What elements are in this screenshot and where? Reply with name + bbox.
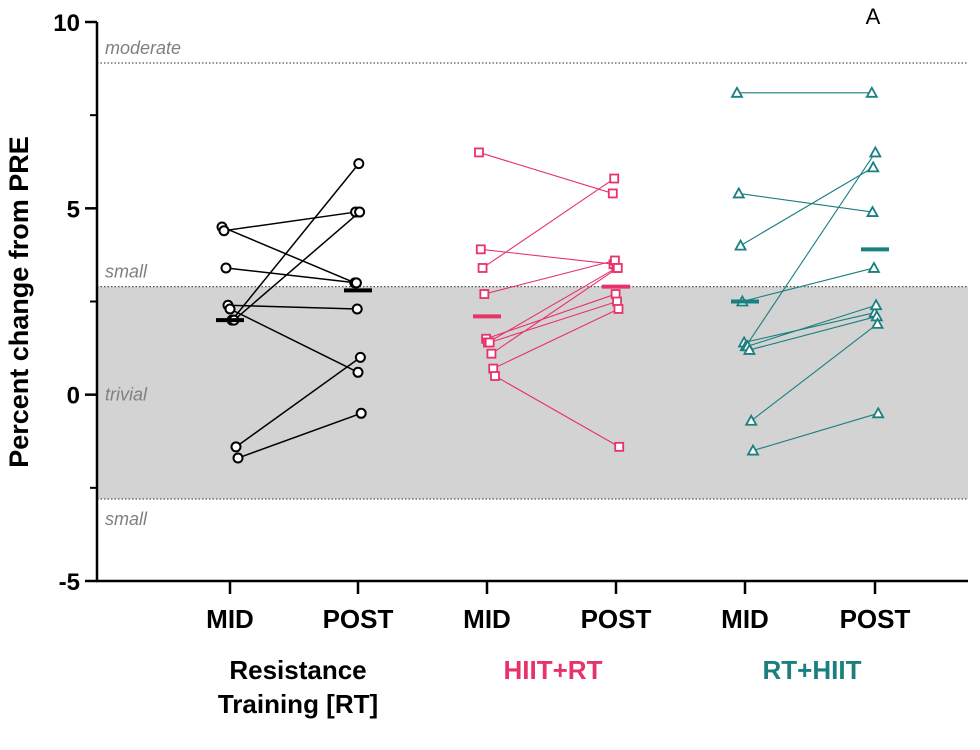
- post-point: [865, 85, 879, 98]
- mid-point: [730, 85, 744, 98]
- pair-line: [231, 163, 360, 321]
- post-point: [355, 407, 367, 419]
- mid-point: [220, 262, 232, 274]
- post-point: [869, 298, 883, 311]
- pair-line: [742, 267, 875, 303]
- pair-line: [237, 412, 362, 459]
- pair-line: [225, 267, 357, 284]
- post-point: [609, 173, 620, 184]
- pair-line: [489, 300, 618, 344]
- group-label: RT+HIIT: [763, 655, 862, 685]
- group-label: HIIT+RT: [504, 655, 603, 685]
- group-label: Resistance: [229, 655, 366, 685]
- group-label: Training [RT]: [218, 689, 378, 719]
- pair-line: [747, 304, 877, 347]
- mid-point: [230, 441, 242, 453]
- band-label-trivial: trivial: [105, 385, 148, 405]
- pair-line: [484, 259, 616, 295]
- post-point: [866, 160, 880, 173]
- x-category-label: POST: [323, 604, 394, 634]
- post-point: [354, 351, 366, 363]
- mid-point: [732, 186, 746, 199]
- post-point: [867, 261, 881, 273]
- x-category-label: MID: [721, 604, 769, 634]
- pair-line: [478, 151, 613, 194]
- pair-line: [745, 152, 876, 347]
- post-point: [868, 145, 882, 158]
- mid-point: [486, 348, 497, 359]
- mid-point: [490, 371, 500, 381]
- post-point: [351, 303, 363, 315]
- y-axis-title: Percent change from PRE: [4, 136, 34, 468]
- mid-point: [232, 452, 244, 464]
- y-tick-label: 5: [67, 196, 80, 223]
- pair-line: [221, 226, 356, 284]
- y-tick-label: 10: [53, 10, 80, 37]
- pair-line: [738, 192, 873, 213]
- post-point: [613, 304, 624, 314]
- mid-point: [224, 303, 236, 315]
- pair-line: [491, 267, 619, 355]
- pair-line: [487, 267, 617, 343]
- post-point: [350, 277, 362, 289]
- mid-point: [484, 337, 495, 348]
- pair-line: [480, 248, 614, 265]
- pair-line: [229, 308, 359, 373]
- pair-line: [740, 166, 874, 247]
- pair-line: [492, 308, 619, 370]
- post-point: [612, 263, 623, 273]
- x-category-label: POST: [581, 604, 652, 634]
- x-category-label: MID: [206, 604, 254, 634]
- y-tick-label: -5: [59, 569, 80, 596]
- pair-line: [752, 412, 879, 452]
- post-point: [865, 205, 880, 217]
- mid-point: [742, 343, 756, 355]
- pair-line: [482, 178, 615, 269]
- x-category-label: POST: [840, 604, 911, 634]
- mid-point: [477, 263, 488, 273]
- pair-line: [223, 211, 356, 232]
- post-point: [354, 206, 366, 218]
- mid-point: [218, 225, 230, 237]
- pair-line: [750, 323, 878, 422]
- pair-line: [749, 315, 877, 351]
- pair-line: [743, 312, 875, 344]
- mid-point: [479, 289, 490, 299]
- post-point: [870, 317, 885, 329]
- panel-label: A: [866, 4, 881, 29]
- pair-line: [494, 375, 620, 448]
- mid-point: [475, 244, 486, 255]
- x-category-label: MID: [463, 604, 511, 634]
- mid-point: [744, 413, 758, 426]
- mid-point: [746, 443, 760, 456]
- post-point: [353, 158, 365, 170]
- post-point: [871, 406, 885, 419]
- mid-point: [474, 147, 484, 158]
- pair-line: [235, 356, 361, 448]
- post-point: [352, 366, 364, 378]
- y-tick-label: 0: [67, 383, 80, 410]
- post-point: [614, 441, 625, 452]
- pair-line: [233, 211, 361, 321]
- reference-label-small: small: [105, 262, 148, 282]
- mid-point: [734, 238, 748, 251]
- reference-label-moderate: moderate: [105, 38, 181, 58]
- reference-label-small: small: [105, 509, 148, 529]
- post-point: [607, 188, 618, 199]
